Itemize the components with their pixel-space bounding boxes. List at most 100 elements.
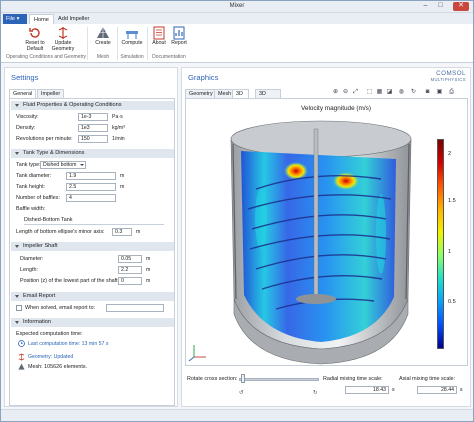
rotate-slider[interactable]	[239, 378, 319, 381]
close-button[interactable]: ✕	[453, 2, 469, 11]
section-shaft-header[interactable]: Impeller Shaft	[11, 242, 174, 251]
shaft-length-input[interactable]: 2.2	[118, 266, 142, 274]
camera-icon[interactable]: ◙	[425, 89, 430, 95]
rpm-input[interactable]: 150	[78, 135, 108, 143]
grid-icon[interactable]: ▦	[376, 89, 383, 95]
print-icon[interactable]: ⎙	[449, 89, 454, 95]
zoom-in-icon[interactable]: ⊕	[332, 89, 339, 95]
tank-diameter-input[interactable]: 1.9	[66, 172, 116, 180]
maximize-button[interactable]: □	[438, 2, 443, 9]
reset-label: Reset to Default	[25, 40, 45, 52]
about-label: About	[152, 40, 166, 46]
render-icon[interactable]: ◪	[386, 89, 393, 95]
minimize-button[interactable]: –	[423, 2, 428, 9]
viscosity-label: Viscosity:	[16, 114, 39, 120]
title-bar: Mixer – □ ✕	[1, 1, 473, 13]
section-title: Information	[23, 319, 51, 325]
mesh-icon	[18, 363, 25, 370]
compute-label: Compute	[121, 40, 143, 46]
tab-general[interactable]: General	[9, 89, 37, 98]
shaft-position-input[interactable]: 0	[118, 277, 142, 285]
zoom-out-icon[interactable]: ⊖	[342, 89, 349, 95]
axis-triad-icon	[188, 345, 206, 362]
plot-title: Velocity magnitude (m/s)	[301, 105, 371, 112]
tank-velocity-plot	[188, 120, 412, 365]
zoom-extents-icon[interactable]: ⤢	[353, 89, 358, 95]
image-icon[interactable]: ▣	[436, 89, 443, 95]
reset-icon	[29, 28, 40, 38]
tank-type-select[interactable]: Dished bottom	[40, 161, 86, 169]
colorbar	[437, 139, 444, 349]
tank-height-input[interactable]: 2.5	[66, 183, 116, 191]
axial-mixing-label: Axial mixing time scale:	[399, 376, 456, 382]
report-icon	[173, 26, 185, 40]
ribbon-divider	[87, 27, 88, 60]
email-report-checkbox[interactable]	[16, 305, 22, 311]
rpm-label: Revolutions per minute:	[16, 136, 73, 142]
density-input[interactable]: 1e3	[78, 124, 108, 132]
document-icon	[153, 26, 165, 40]
rotate-left-icon[interactable]: ↺	[239, 390, 244, 396]
baffle-width-label: Baffle width:	[16, 206, 46, 212]
shaft-diameter-input[interactable]: 0.05	[118, 255, 142, 263]
group-label-mesh: Mesh	[96, 54, 110, 60]
graphics-viewport[interactable]: Velocity magnitude (m/s)	[185, 98, 468, 366]
reset-to-default-button[interactable]: Reset to Default	[21, 26, 49, 52]
tab-add-impeller[interactable]: Add Impeller	[58, 16, 90, 22]
colorbar-tick: 0.5	[448, 299, 456, 305]
shaft-length-unit: m	[146, 267, 151, 273]
viscosity-input[interactable]: 1e-3	[78, 113, 108, 121]
tab-impeller[interactable]: Impeller	[37, 89, 65, 98]
group-label-simulation: Simulation	[120, 54, 144, 60]
tab-3d-cross-section[interactable]: 3D Cross Section	[255, 89, 281, 115]
tab-geometry[interactable]: Geometry	[185, 89, 217, 98]
report-button[interactable]: Report	[169, 26, 189, 47]
email-report-label: When solved, email report to:	[25, 305, 96, 311]
create-mesh-button[interactable]: Create	[91, 26, 115, 47]
rotate-label: Rotate cross section:	[187, 376, 238, 382]
light-icon[interactable]: ◍	[398, 89, 405, 95]
tank-type-value: Dished bottom	[43, 162, 77, 168]
baffles-input[interactable]: 4	[66, 194, 116, 202]
density-label: Density:	[16, 125, 36, 131]
slider-thumb[interactable]	[241, 374, 245, 383]
shaft-position-label: Position (z) of the lowest part of the s…	[20, 278, 120, 284]
axial-mixing-value: 28.44	[417, 386, 457, 394]
section-fluid-header[interactable]: Fluid Properties & Operating Conditions	[11, 101, 174, 110]
compute-button[interactable]: Compute	[119, 26, 145, 47]
colorbar-tick: 2	[448, 151, 452, 157]
section-tank-header[interactable]: Tank Type & Dimensions	[11, 149, 174, 158]
geometry-icon	[18, 353, 25, 361]
email-input[interactable]	[106, 304, 164, 312]
minor-axis-input[interactable]: 0.3	[112, 228, 132, 236]
tank-diameter-unit: m	[120, 173, 125, 179]
ribbon-divider	[117, 27, 118, 60]
tab-3d-plot[interactable]: 3D Plot	[232, 89, 250, 106]
section-information-header[interactable]: Information	[11, 318, 174, 327]
view-icon[interactable]: ⬚	[366, 89, 373, 95]
geometry-status: Geometry: Updated	[28, 354, 74, 360]
radial-mixing-unit: s	[392, 387, 395, 393]
viscosity-unit: Pa·s	[112, 114, 123, 120]
collapse-arrow-icon	[15, 104, 19, 107]
minor-axis-label: Length of bottom ellipse's minor axis:	[16, 229, 105, 235]
refresh-icon[interactable]: ↻	[410, 89, 417, 95]
update-label: Update Geometry	[51, 40, 75, 52]
file-menu-button[interactable]: File ▾	[3, 14, 27, 24]
chevron-down-icon	[80, 164, 84, 166]
minor-axis-unit: m	[136, 229, 141, 235]
section-email-header[interactable]: Email Report	[11, 292, 174, 301]
ribbon-tabs: File ▾ Home Add Impeller	[1, 13, 473, 24]
rotate-right-icon[interactable]: ↻	[313, 390, 318, 396]
shaft-diameter-unit: m	[146, 256, 151, 262]
window-title: Mixer	[229, 3, 245, 9]
ribbon-divider	[147, 27, 148, 60]
create-label: Create	[95, 40, 111, 46]
tab-home[interactable]: Home	[29, 14, 54, 24]
logo-text: COMSOL	[436, 70, 466, 77]
shaft-diameter-label: Diameter:	[20, 256, 44, 262]
about-button[interactable]: About	[149, 26, 169, 47]
tank-height-unit: m	[120, 184, 125, 190]
update-geometry-button[interactable]: Update Geometry	[49, 26, 77, 52]
